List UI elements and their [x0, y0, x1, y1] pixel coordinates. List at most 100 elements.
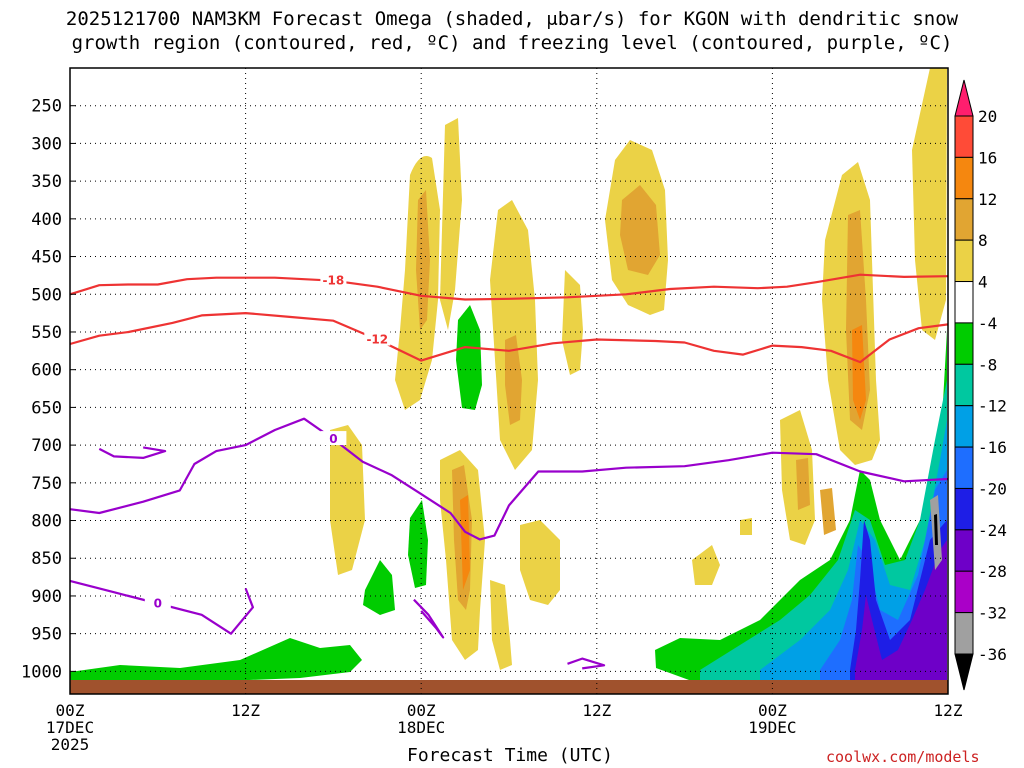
credit-link[interactable]: coolwx.com/models [826, 748, 980, 766]
x-tick-label-4-1: 00Z [757, 701, 787, 720]
x-tick-label-0-2: 17DEC [45, 718, 95, 737]
terrain-fill [70, 680, 948, 694]
y-tick-label-450: 450 [31, 248, 62, 268]
freezing-level-contour-label-0: 0 [329, 432, 337, 446]
omega-shade-yellow-14 [740, 518, 752, 535]
freezing-level-contours: 00 [69, 417, 949, 670]
colorbar-box-6 [954, 363, 974, 407]
colorbar-label-12: -32 [978, 604, 1007, 623]
colorbar-box-0 [954, 115, 974, 158]
colorbar-box-5 [954, 322, 974, 365]
y-tick-label-800: 800 [31, 512, 62, 532]
y-tick-label-650: 650 [31, 398, 62, 418]
omega-shade-yellow-9 [490, 580, 512, 670]
omega-shade-yellow-10 [692, 545, 720, 585]
omega-shade-yellow-8 [520, 520, 560, 605]
x-tick-label-2-1: 00Z [406, 701, 436, 720]
snow-growth-contour-label-bg-0 [320, 272, 347, 287]
snow-growth-contour-label-0: -18 [323, 274, 345, 288]
y-tick-label-250: 250 [31, 97, 62, 117]
omega-shading [70, 68, 947, 685]
y-tick-label-300: 300 [31, 134, 62, 154]
x-tick-label-0-3: 2025 [50, 735, 90, 754]
y-axis: 250 300 350 400 450 500 550 600 650 700 750 800 850 9… [21, 97, 76, 682]
omega-shade-orange-8 [852, 325, 866, 420]
omega-shade-yellow-13 [912, 68, 947, 340]
colorbar-label-8: -16 [978, 438, 1007, 457]
colorbar-box-8 [954, 446, 974, 489]
colorbar-box-3 [954, 239, 974, 283]
dendritic-growth-contours: -18 -12 [69, 272, 949, 364]
omega-shade-orange-3 [620, 185, 660, 275]
freezing-level-contour-line-4 [567, 657, 606, 670]
x-tick-label-5-1: 12Z [933, 701, 963, 720]
colorbar-box-4 [954, 281, 974, 324]
freezing-level-contour-line-1 [69, 579, 254, 635]
colorbar-label-5: -4 [978, 314, 997, 333]
snow-growth-contour-label-bg-1 [364, 331, 391, 346]
x-tick-label-2-2: 18DEC [397, 718, 446, 737]
freezing-level-contour-label-bg-1 [144, 595, 171, 610]
y-tick-label-700: 700 [31, 436, 62, 456]
omega-shade-yellow-2 [440, 118, 462, 330]
colorbar-label-11: -28 [978, 562, 1007, 581]
omega-shade-orange-6 [796, 458, 810, 510]
colorbar-box-10 [954, 529, 974, 572]
omega-shade-orange-7 [820, 488, 836, 535]
x-tick-label-4-2: 19DEC [748, 718, 797, 737]
chart-title-line2: growth region (contoured, red, ºC) and f… [71, 32, 953, 54]
chart-title-line1: 2025121700 NAM3KM Forecast Omega (shaded… [65, 8, 959, 30]
plot-frame [69, 67, 949, 695]
x-tick-label-0-1: 00Z [55, 701, 85, 720]
y-tick-label-600: 600 [31, 361, 62, 381]
snow-growth-contour-label-1: -12 [366, 333, 388, 347]
freezing-level-contour-line-2 [98, 446, 167, 459]
omega-shade-black-1 [934, 514, 938, 545]
colorbar-label-4: 4 [978, 273, 988, 292]
x-tick-label-3-1: 12Z [582, 701, 612, 720]
y-tick-label-1000: 1000 [21, 662, 62, 682]
colorbar-box-1 [954, 156, 974, 200]
omega-shade-purple-1 [855, 540, 947, 684]
omega-shade-orange-9 [460, 495, 470, 590]
freezing-level-contour-line-0 [69, 417, 949, 541]
y-tick-label-950: 950 [31, 625, 62, 645]
omega-shade-green-1 [456, 305, 482, 410]
omega-shade-green-3 [363, 560, 395, 615]
snow-growth-contour-line-1 [69, 312, 949, 364]
colorbar-box-11 [954, 570, 974, 614]
colorbar-label-0: 20 [978, 107, 997, 126]
freezing-level-contour-label-1: 0 [154, 596, 162, 610]
colorbar-box-2 [954, 198, 974, 241]
colorbar-label-6: -8 [978, 355, 997, 374]
omega-shade-green-4 [70, 638, 362, 685]
colorbar-label-3: 8 [978, 231, 988, 250]
colorbar: 20 16 12 8 4 -4 -8 -12 -16 -20 -24 -28 -32 -36 [954, 79, 1007, 691]
y-tick-label-350: 350 [31, 172, 62, 192]
y-tick-label-500: 500 [31, 285, 62, 305]
y-tick-label-850: 850 [31, 549, 62, 569]
colorbar-bottom-triangle [954, 653, 974, 691]
colorbar-label-9: -20 [978, 479, 1007, 498]
freezing-level-contour-label-bg-0 [320, 431, 347, 446]
y-tick-label-400: 400 [31, 210, 62, 230]
colorbar-label-7: -12 [978, 397, 1007, 416]
colorbar-label-10: -24 [978, 521, 1007, 540]
omega-shade-green-2 [408, 500, 428, 588]
omega-shade-yellow-6 [330, 425, 365, 575]
omega-shade-yellow-5 [562, 270, 583, 375]
y-tick-label-900: 900 [31, 587, 62, 607]
omega-shade-yellow-3 [490, 200, 538, 470]
y-tick-label-750: 750 [31, 474, 62, 494]
colorbar-label-13: -36 [978, 645, 1007, 664]
snow-growth-contour-line-0 [69, 273, 949, 301]
colorbar-top-triangle [954, 79, 974, 117]
colorbar-box-9 [954, 487, 974, 531]
x-axis-label: Forecast Time (UTC) [407, 745, 613, 766]
colorbar-label-2: 12 [978, 190, 997, 209]
colorbar-label-1: 16 [978, 148, 997, 167]
colorbar-box-7 [954, 405, 974, 448]
omega-shade-orange-2 [505, 335, 522, 425]
colorbar-box-12 [954, 612, 974, 655]
